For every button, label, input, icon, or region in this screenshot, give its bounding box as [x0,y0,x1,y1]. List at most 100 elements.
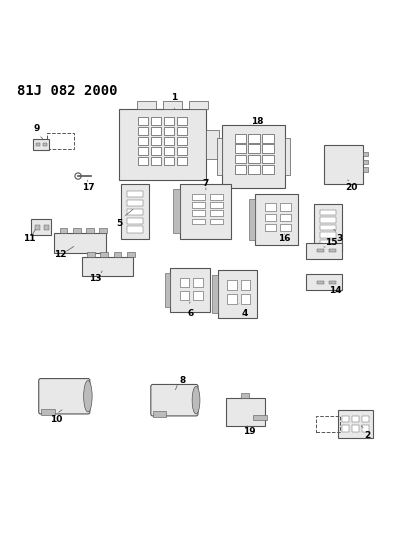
Bar [151,117,161,125]
Bar [177,147,187,155]
Text: 17: 17 [82,183,94,192]
Bar [262,165,274,174]
Text: 12: 12 [54,250,67,259]
Bar [262,134,274,143]
Bar [151,157,161,165]
Bar [235,134,246,143]
FancyBboxPatch shape [222,125,284,188]
Bar [235,165,246,174]
FancyBboxPatch shape [121,184,149,239]
Ellipse shape [84,381,92,412]
Text: 9: 9 [34,124,40,133]
Bar [210,211,223,216]
Bar [363,167,368,172]
Bar [249,199,255,240]
Bar [138,127,148,135]
Bar [317,249,324,252]
Bar [164,147,174,155]
Bar [180,290,189,300]
Bar [235,144,246,153]
Text: 18: 18 [251,117,263,125]
Text: 14: 14 [329,286,342,295]
FancyBboxPatch shape [31,219,51,235]
Bar [210,202,223,208]
Bar [352,416,359,423]
Bar [44,225,49,230]
Bar [127,200,143,206]
Bar [363,159,368,164]
FancyBboxPatch shape [226,398,265,426]
Bar [342,425,349,432]
Text: 7: 7 [203,180,209,189]
Bar [153,411,166,417]
Bar [164,157,174,165]
Bar [137,101,156,109]
Bar [101,252,108,257]
Bar [280,214,291,221]
Bar [41,409,55,415]
Bar [192,194,205,200]
Bar [177,127,187,135]
Bar [194,290,203,300]
FancyBboxPatch shape [324,144,363,184]
Bar [151,137,161,145]
FancyBboxPatch shape [119,109,206,180]
Bar [177,117,187,125]
Bar [248,155,260,163]
Bar [317,281,324,284]
Bar [352,425,359,432]
Text: 4: 4 [242,309,248,318]
FancyBboxPatch shape [180,184,231,239]
Text: 13: 13 [89,274,102,283]
Bar [173,189,180,233]
Bar [320,225,336,230]
Ellipse shape [192,386,200,414]
Bar [212,275,218,313]
FancyBboxPatch shape [39,378,90,414]
Bar [362,416,369,423]
Bar [320,232,336,238]
Bar [87,252,95,257]
Bar [194,278,203,287]
Bar [253,415,267,420]
Bar [164,117,174,125]
Bar [151,127,161,135]
Bar [177,157,187,165]
Text: 15: 15 [326,238,338,247]
Bar [329,281,336,284]
FancyBboxPatch shape [170,269,210,312]
FancyBboxPatch shape [33,139,49,150]
Bar [329,249,336,252]
Bar [151,147,161,155]
Bar [165,273,170,308]
Bar [248,165,260,174]
Bar [235,155,246,163]
Bar [241,280,250,290]
Bar [316,416,339,432]
Bar [262,144,274,153]
Bar [180,278,189,287]
Text: 3: 3 [337,235,343,244]
Bar [127,252,135,257]
Bar [342,416,349,423]
Bar [320,240,336,245]
Bar [265,224,276,231]
Bar [47,133,74,149]
Bar [99,228,107,233]
Bar [241,393,249,398]
Text: 6: 6 [187,309,193,318]
FancyBboxPatch shape [151,384,198,416]
Bar [192,219,205,224]
Bar [362,425,369,432]
Text: 81J 082 2000: 81J 082 2000 [17,84,118,98]
Bar [138,157,148,165]
Bar [86,228,94,233]
FancyBboxPatch shape [314,204,341,251]
Bar [138,147,148,155]
Bar [227,280,236,290]
Bar [206,131,219,159]
Text: 5: 5 [116,219,122,228]
Bar [114,252,121,257]
Bar [265,204,276,211]
Bar [35,225,40,230]
